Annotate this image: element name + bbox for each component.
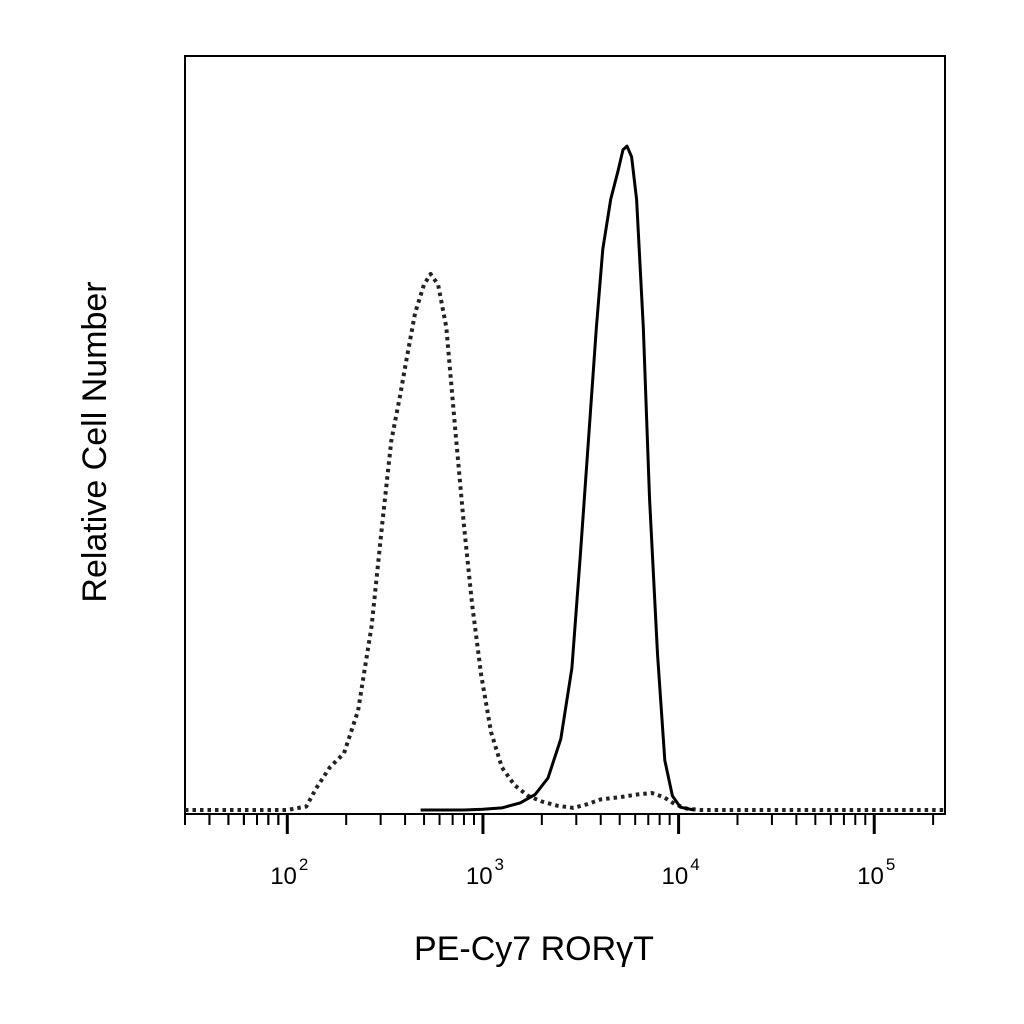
x-tick-label: 10 2 (270, 855, 308, 890)
x-tick-label: 10 4 (662, 855, 700, 890)
x-tick-labels: 10 2 10 3 10 4 10 5 (270, 855, 895, 890)
series-solid-line (420, 144, 695, 812)
y-axis-label: Relative Cell Number (76, 281, 114, 602)
x-major-ticks (285, 814, 876, 834)
series-layer (185, 144, 945, 812)
plot-frame (184, 55, 946, 815)
x-tick-label: 10 3 (466, 855, 504, 890)
x-axis-label: PE-Cy7 RORγT (414, 930, 654, 968)
series-dotted-line (185, 272, 945, 812)
x-tick-label: 10 5 (857, 855, 895, 890)
x-minor-ticks (184, 814, 935, 825)
